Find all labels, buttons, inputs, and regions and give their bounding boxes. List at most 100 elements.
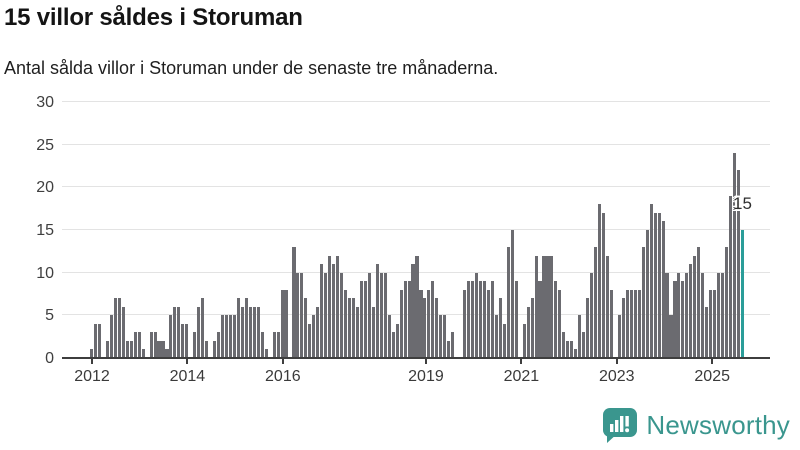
bar [181,323,185,358]
bar [697,247,701,358]
x-tick-2014 [186,359,189,364]
bar [641,247,645,358]
bar-slot [185,102,189,358]
bar [260,332,264,358]
bar [673,281,677,358]
bar [355,306,360,358]
bar [161,340,165,358]
bar-slot [312,102,316,358]
bar [427,289,431,358]
bar [141,349,145,358]
bar-slot [594,102,598,358]
bar-slot [379,102,384,358]
bar [228,315,233,358]
bar-slot [677,102,681,358]
bar-slot [665,102,669,358]
bar-slot [165,102,169,358]
bar-slot [546,102,550,358]
bar-slot [197,102,201,358]
bar-slot [363,102,368,358]
y-tick-label-30: 30 [36,94,54,111]
bar [478,281,483,358]
bar-slot [137,102,142,358]
bar-slot [689,102,693,358]
bar-highlighted [740,230,744,358]
bar-slot [300,102,304,358]
bar [570,340,574,358]
bar [653,212,657,358]
bar-slot [443,102,447,358]
bar [728,195,733,358]
bar-slot [220,102,225,358]
bar-slot [344,102,348,358]
bar-slot [415,102,419,358]
bar-slot [90,102,94,358]
bar [391,332,395,358]
highlight-value-label: 15 [733,194,752,214]
bar [113,298,117,358]
bar [252,306,256,358]
bar-slot [308,102,312,358]
bar-slot [419,102,423,358]
bar [165,349,169,358]
bar [157,340,161,358]
bar [217,332,221,358]
brand-name: Newsworthy [646,410,790,440]
bar [280,289,284,358]
bar-slot [728,102,733,358]
bar-slot [490,102,495,358]
bar-slot [383,102,388,358]
bar-slot [685,102,689,358]
brand-footer: Newsworthy [602,407,790,444]
bar [407,281,411,358]
bar [367,272,371,358]
bar [451,332,455,358]
bar [578,315,582,358]
bar-slot [451,102,455,358]
bar [292,247,296,358]
bar-slot [109,102,114,358]
bar [609,289,614,358]
y-tick-label-5: 5 [45,307,54,325]
bar-slot [324,102,328,358]
bar [621,298,625,358]
bar [558,289,562,358]
bar [605,255,610,358]
bar-slot [292,102,296,358]
bar-slot [681,102,685,358]
bar-slot [133,102,138,358]
bar-slot [244,102,249,358]
chart-subtitle: Antal sålda villor i Storuman under de s… [4,58,499,78]
bar [717,272,721,358]
bar [177,306,181,358]
bar-slot [224,102,229,358]
bar-slot [435,102,439,358]
bar-slot [284,102,288,358]
bar [736,170,741,358]
bar [276,332,280,358]
bar [193,332,197,358]
bar-slot [649,102,654,358]
bar [471,281,475,358]
bar-slot [367,102,372,358]
bar [601,212,606,358]
x-tick-2023 [615,359,618,364]
bar-slot [578,102,582,358]
bar-slot [240,102,245,358]
bar-slot [351,102,356,358]
bar-slot [625,102,630,358]
bar [732,153,737,358]
bar-slot [562,102,566,358]
bar [510,230,514,358]
bar [300,272,304,358]
bar-slot [657,102,662,358]
bar [502,323,506,358]
bar-slot [181,102,185,358]
bar-slot [205,102,209,358]
bar-slot [232,102,237,358]
bar-slot [332,102,336,358]
bar [474,272,479,358]
bar-slot [717,102,721,358]
plot-area: 0 5 10 15 20 25 30 15 [36,95,770,367]
bar-slot [641,102,646,358]
